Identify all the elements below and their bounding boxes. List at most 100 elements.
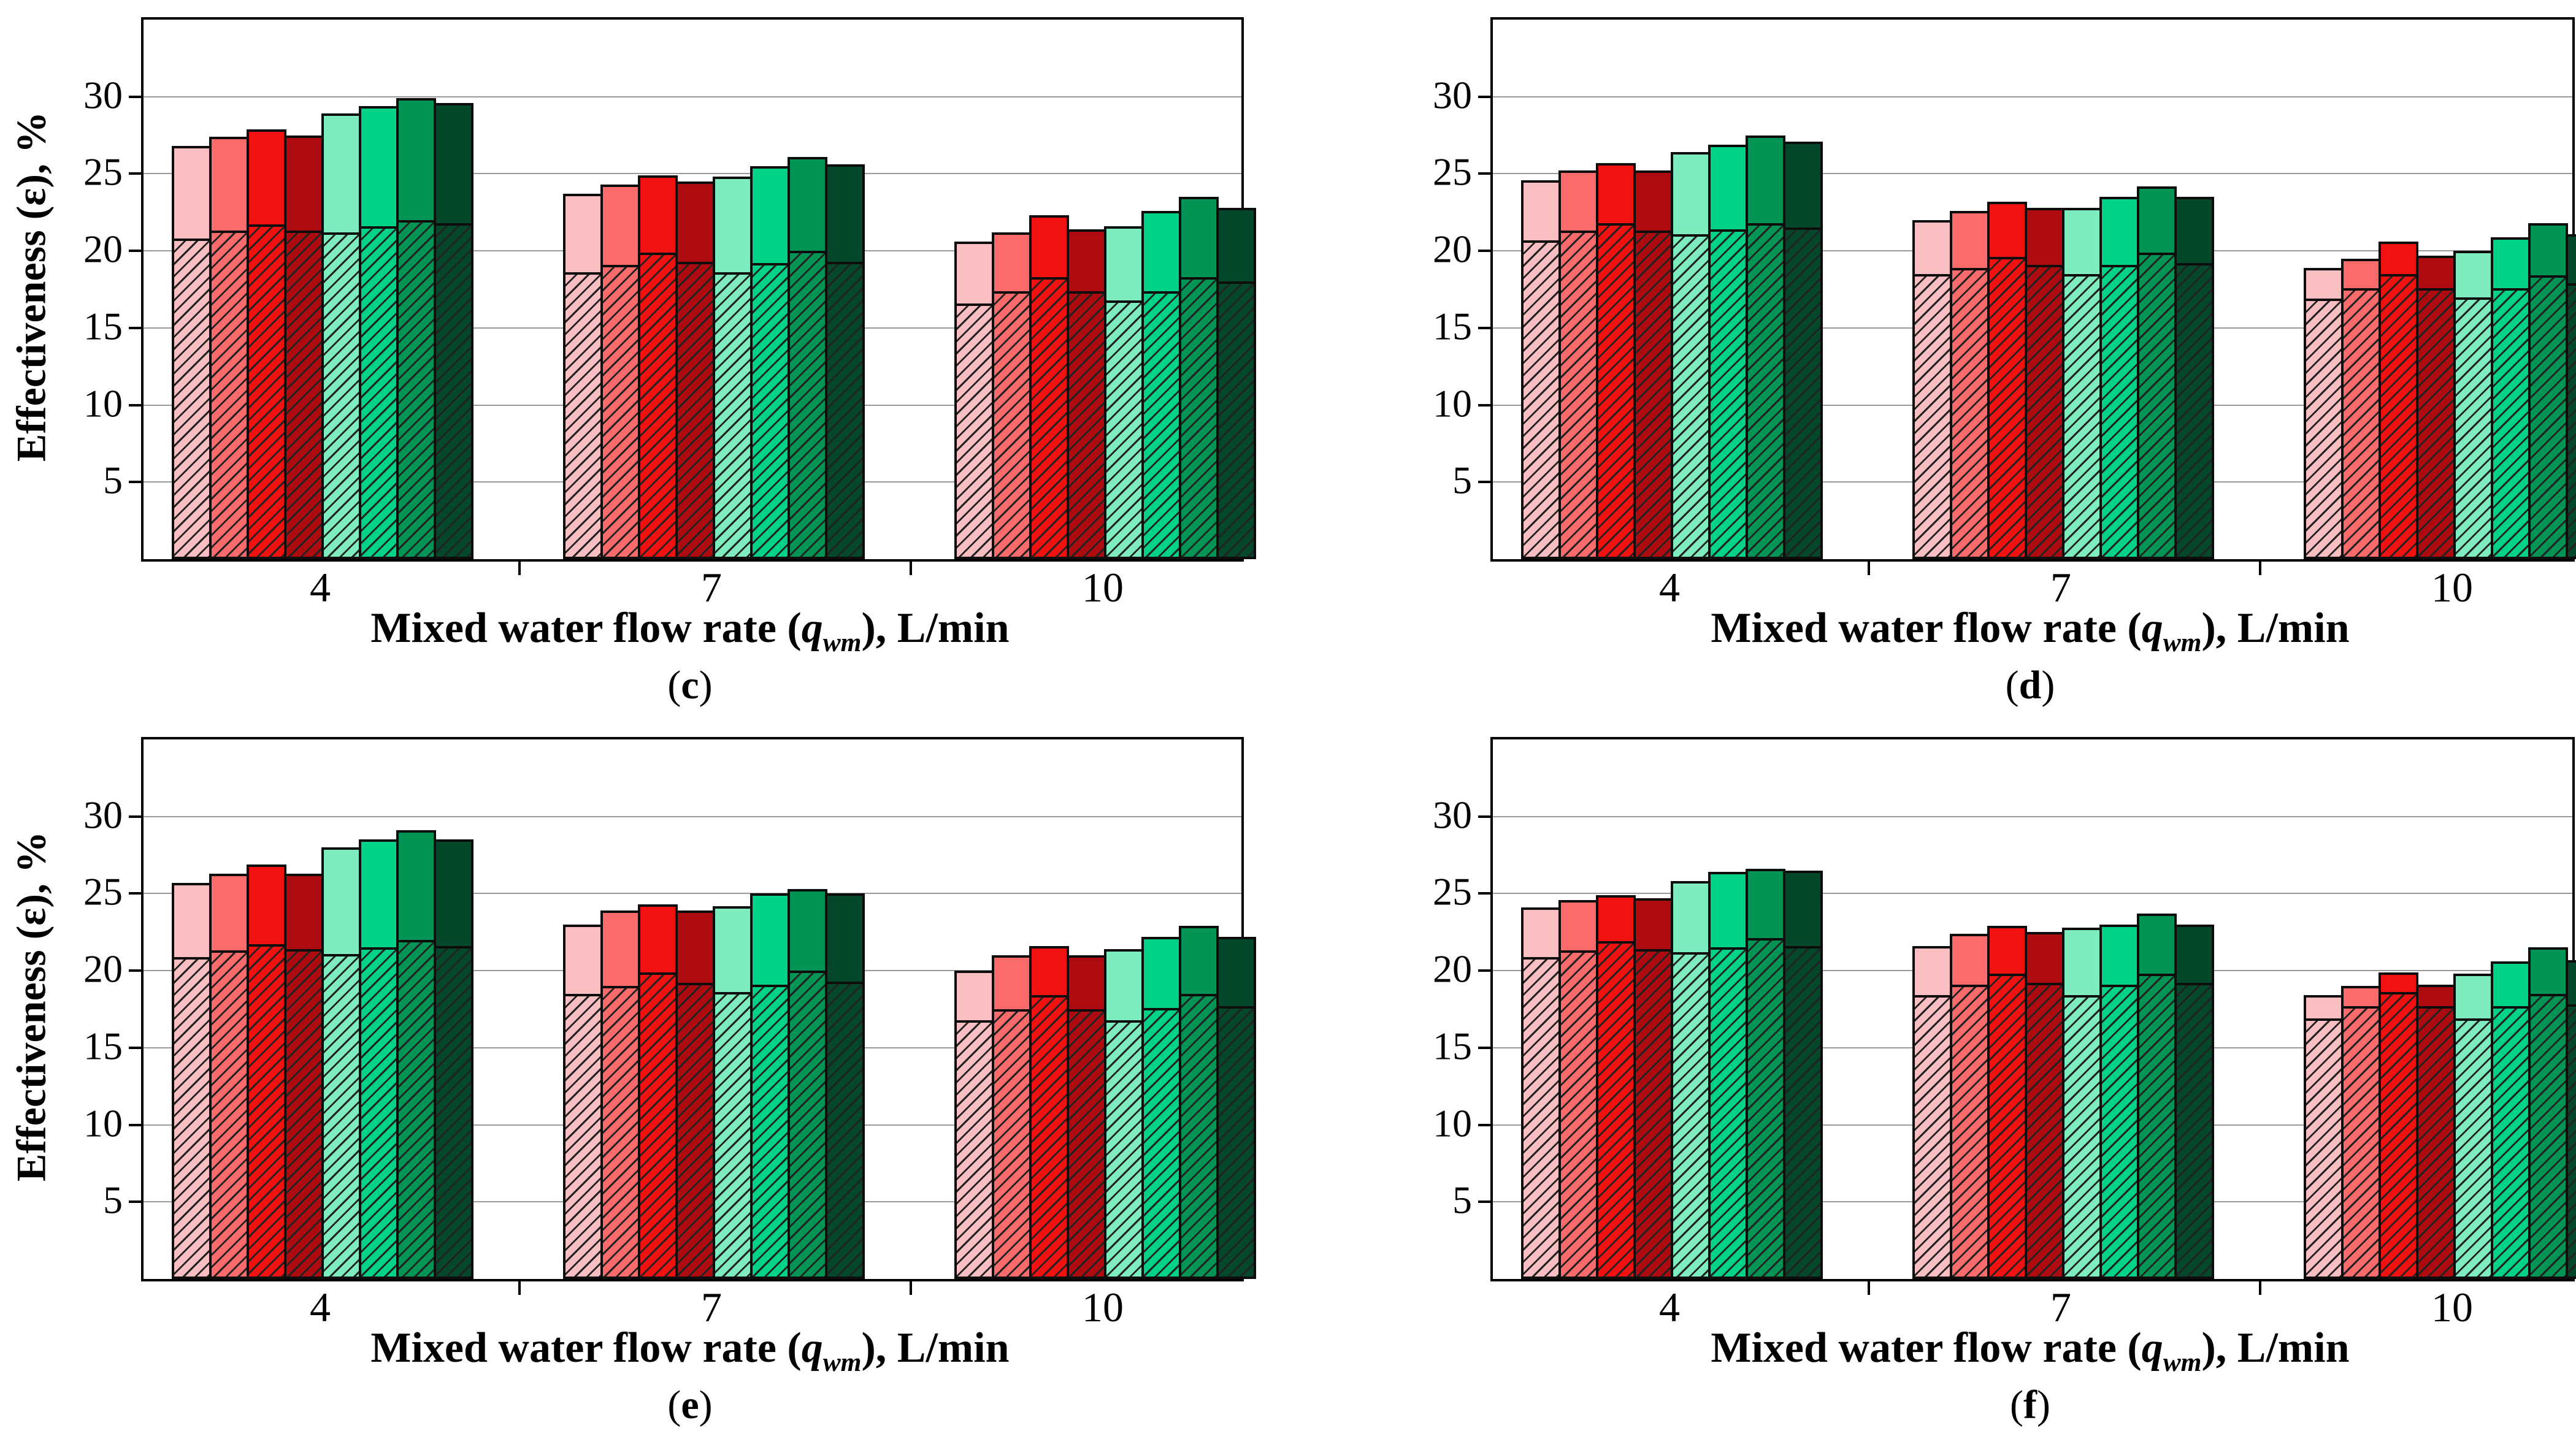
x-tick [1868,562,1870,575]
y-tick [129,1200,141,1204]
gridline [1493,815,2572,817]
bar-red-shade-lightest [954,242,994,559]
bar-hatched-green-shade-medium [396,219,436,559]
bar-green-shade-light [750,893,790,1279]
bar-green-shade-lightest [1104,226,1144,559]
gridline [144,96,1241,97]
subplot-caption: (f) [1490,1385,2570,1426]
bar-hatched-red-shade-bright [638,252,678,559]
bar-group [563,20,865,559]
bar-hatched-red-shade-bright [2379,992,2418,1279]
bar-green-shade-light [1708,144,1748,559]
y-tick [1478,403,1490,407]
bar-hatched-red-shade-lightest [1521,956,1561,1279]
x-tick [2259,1281,2261,1295]
bar-green-shade-medium [1746,869,1785,1279]
x-axis-title-prefix: Mixed water flow rate ( [1711,605,2142,652]
bar-hatched-red-shade-lightest [172,956,212,1279]
bar-group [2304,20,2576,559]
bar-hatched-red-shade-light [1558,231,1598,559]
bar-green-shade-medium [2137,186,2177,559]
bar-green-shade-light [359,105,399,559]
y-tick-label: 20 [1433,947,1472,991]
bar-hatched-green-shade-dark [2566,283,2576,559]
x-axis-title-variable: q [2141,1324,2163,1372]
y-tick [129,481,141,484]
bar-green-shade-medium [1179,197,1219,559]
x-tick-label: 7 [701,564,722,611]
caption-paren-close: ) [2036,1383,2050,1427]
bar-red-shade-dark [2025,932,2064,1279]
caption-letter: f [2023,1383,2037,1427]
bar-red-shade-dark [675,181,715,559]
bar-hatched-red-shade-bright [1596,223,1636,559]
chart-c: Effectiveness (ε), % 5 10 15 20 25 30 4 7 10 Mixed… [0,0,1288,719]
y-tick-label: 15 [83,1024,123,1068]
bar-red-shade-bright [638,904,678,1279]
bar-hatched-green-shade-dark [2174,263,2214,559]
bar-green-shade-medium [2528,223,2568,559]
bar-red-shade-bright [247,864,286,1279]
bar-green-shade-light [2491,961,2531,1279]
bar-hatched-green-shade-dark [825,261,865,559]
y-tick [129,1123,141,1126]
bar-red-shade-dark [284,873,324,1279]
x-axis-title-suffix: ), L/min [861,1324,1010,1372]
bar-hatched-red-shade-lightest [563,272,603,559]
bar-hatched-red-shade-dark [675,261,715,559]
bar-hatched-red-shade-light [209,231,249,559]
bar-red-shade-dark [2416,984,2456,1279]
bar-green-shade-dark [825,164,865,559]
bar-hatched-red-shade-dark [2416,1006,2456,1279]
bar-hatched-red-shade-light [209,950,249,1279]
plot-area: 5 10 15 20 25 30 [1433,737,2576,1295]
bar-hatched-green-shade-light [750,263,790,559]
y-tick-label: 30 [83,73,123,117]
x-tick [518,1281,521,1295]
bar-green-shade-lightest [1104,949,1144,1279]
bar-green-shade-light [1141,936,1181,1279]
gridline [1493,173,2572,175]
bar-hatched-green-shade-light [359,226,399,559]
bar-red-shade-dark [2025,207,2064,559]
bar-hatched-red-shade-lightest [563,993,603,1279]
bar-red-shade-lightest [954,971,994,1279]
x-axis-title: Mixed water flow rate (qwm), L/min [141,1324,1239,1378]
y-axis-title: Effectiveness (ε), % [7,831,55,1182]
bar-red-shade-bright [1029,945,1069,1279]
bar-red-shade-lightest [172,882,212,1279]
bar-group [954,20,1256,559]
caption-paren-open: ( [667,663,681,708]
x-axis-title: Mixed water flow rate (qwm), L/min [1490,1324,2570,1378]
y-tick-label: 10 [1433,381,1472,426]
bar-hatched-red-shade-dark [284,949,324,1279]
bar-red-shade-light [1950,210,1990,559]
plot-area: 5 10 15 20 25 30 [1433,17,2576,575]
x-axis-title-variable: q [801,1324,823,1372]
y-tick [1478,95,1490,98]
bar-hatched-green-shade-lightest [2062,995,2102,1279]
x-axis-title-subscript: wm [822,1348,862,1377]
bar-green-shade-medium [1179,926,1219,1279]
bar-hatched-red-shade-bright [247,224,286,559]
bar-group [1912,739,2214,1279]
bar-green-shade-dark [2174,197,2214,559]
bar-hatched-red-shade-bright [247,944,286,1279]
bar-hatched-green-shade-dark [1216,1006,1256,1279]
bar-green-shade-lightest [2453,974,2493,1279]
bar-green-shade-light [750,166,790,559]
caption-letter: d [2018,663,2042,708]
x-tick-label: 4 [1659,1284,1680,1330]
y-tick-label: 25 [1433,869,1472,914]
x-tick [910,562,912,575]
bar-red-shade-light [2341,258,2381,559]
bar-red-shade-light [1558,170,1598,559]
bar-green-shade-dark [2566,234,2576,559]
bar-red-shade-lightest [2304,267,2344,559]
bar-hatched-green-shade-medium [788,971,827,1279]
bar-hatched-green-shade-light [359,947,399,1279]
bar-group [172,739,473,1279]
bar-group [1521,739,1823,1279]
bar-hatched-red-shade-lightest [1521,240,1561,559]
bar-red-shade-bright [1987,926,2027,1279]
